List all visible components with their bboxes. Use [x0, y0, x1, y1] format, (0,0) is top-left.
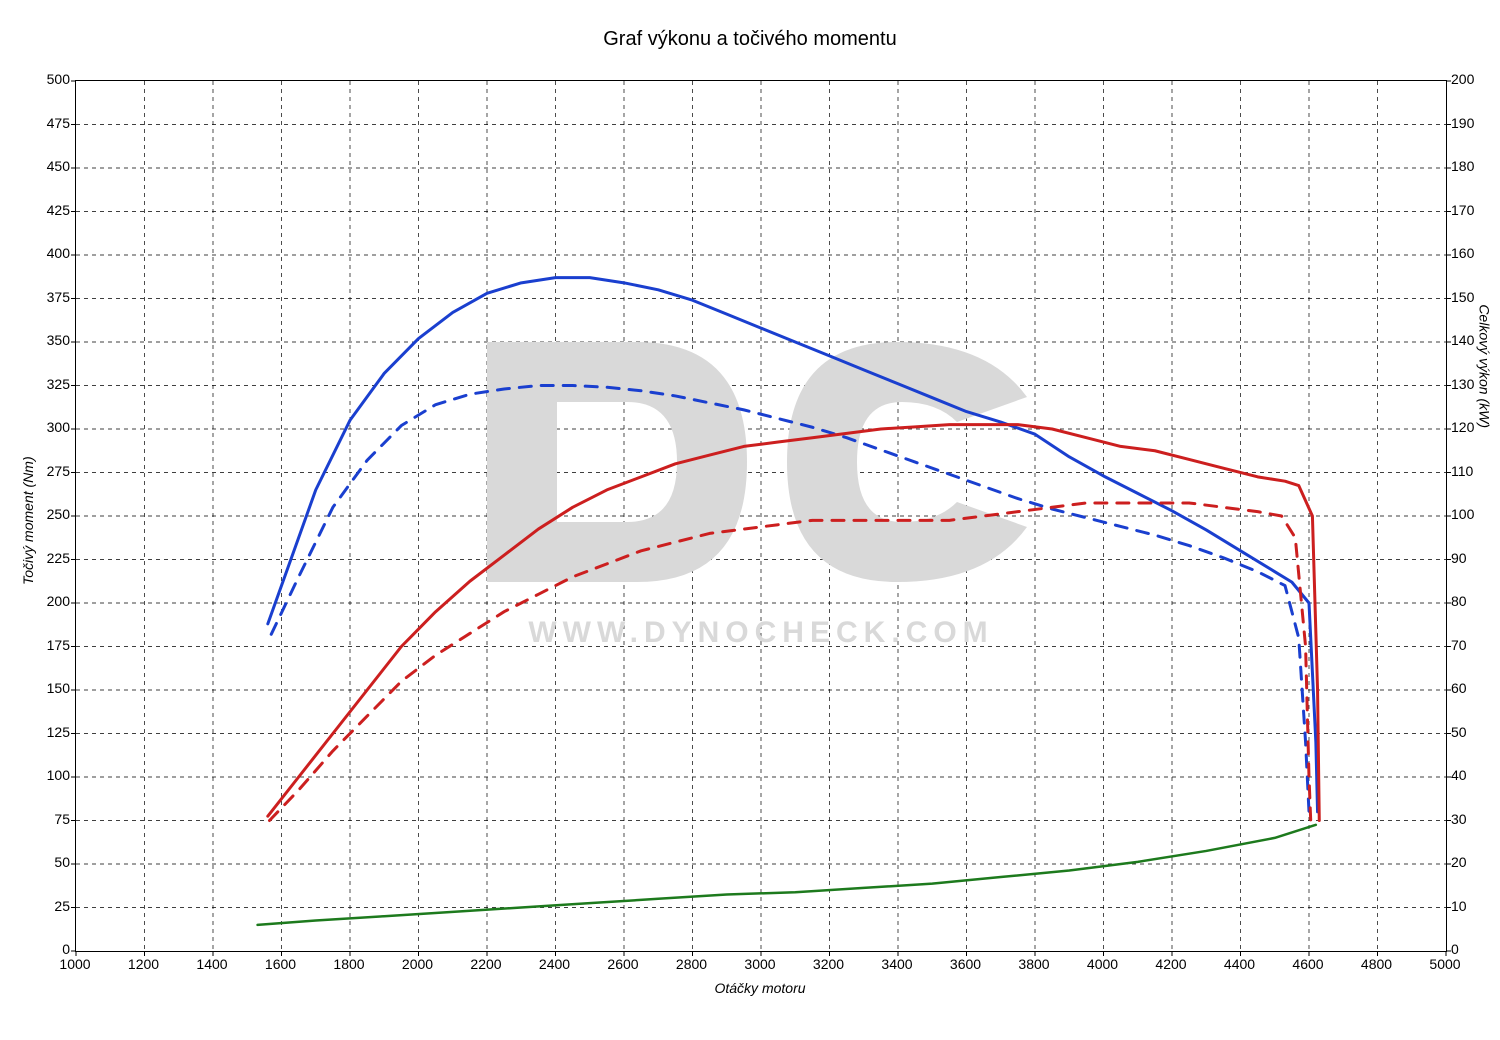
x-tick-label: 1000	[50, 956, 100, 972]
y-left-tick-label: 175	[30, 637, 70, 653]
watermark-dc	[487, 342, 1027, 582]
y-right-tick-label: 160	[1451, 245, 1491, 261]
y-right-tick-label: 50	[1451, 724, 1491, 740]
y-right-tick-label: 130	[1451, 376, 1491, 392]
y-right-tick-label: 150	[1451, 289, 1491, 305]
x-tick-label: 3400	[872, 956, 922, 972]
series-torque_tuned	[268, 278, 1318, 812]
y-right-tick-label: 10	[1451, 898, 1491, 914]
y-right-tick-label: 60	[1451, 680, 1491, 696]
y-right-tick-label: 200	[1451, 71, 1491, 87]
y-left-tick-label: 400	[30, 245, 70, 261]
y-left-tick-label: 75	[30, 811, 70, 827]
y-right-tick-label: 90	[1451, 550, 1491, 566]
y-right-tick-label: 120	[1451, 419, 1491, 435]
y-right-tick-label: 70	[1451, 637, 1491, 653]
plot-area: WWW.DYNOCHECK.COM	[75, 80, 1447, 952]
x-tick-label: 2200	[461, 956, 511, 972]
y-left-tick-label: 275	[30, 463, 70, 479]
y-right-tick-label: 80	[1451, 593, 1491, 609]
y-left-tick-label: 350	[30, 332, 70, 348]
y-left-tick-label: 450	[30, 158, 70, 174]
x-tick-label: 5000	[1420, 956, 1470, 972]
y-left-tick-label: 225	[30, 550, 70, 566]
y-right-tick-label: 100	[1451, 506, 1491, 522]
y-left-tick-label: 250	[30, 506, 70, 522]
y-left-tick-label: 50	[30, 854, 70, 870]
x-tick-label: 4200	[1146, 956, 1196, 972]
plot-svg: WWW.DYNOCHECK.COM	[76, 81, 1446, 951]
y-left-tick-label: 25	[30, 898, 70, 914]
y-axis-right-label: Celkový výkon (kW)	[1477, 304, 1493, 428]
y-right-tick-label: 20	[1451, 854, 1491, 870]
x-axis-label: Otáčky motoru	[75, 980, 1445, 996]
y-right-tick-label: 110	[1451, 463, 1491, 479]
x-tick-label: 2800	[667, 956, 717, 972]
y-right-tick-label: 170	[1451, 202, 1491, 218]
x-tick-label: 1800	[324, 956, 374, 972]
x-tick-label: 3200	[804, 956, 854, 972]
series-power_stock	[270, 503, 1311, 821]
x-tick-label: 2400	[530, 956, 580, 972]
grid	[76, 81, 1446, 951]
x-tick-label: 4800	[1352, 956, 1402, 972]
x-tick-label: 1600	[256, 956, 306, 972]
x-tick-label: 3600	[941, 956, 991, 972]
y-left-tick-label: 300	[30, 419, 70, 435]
x-tick-label: 4000	[1078, 956, 1128, 972]
chart-container: Graf výkonu a točivého momentu WWW.DYNOC…	[0, 0, 1500, 1040]
y-left-tick-label: 500	[30, 71, 70, 87]
y-left-tick-label: 475	[30, 115, 70, 131]
x-tick-label: 3800	[1009, 956, 1059, 972]
x-tick-label: 1200	[119, 956, 169, 972]
y-left-tick-label: 150	[30, 680, 70, 696]
y-left-tick-label: 125	[30, 724, 70, 740]
y-right-tick-label: 0	[1451, 941, 1491, 957]
chart-title: Graf výkonu a točivého momentu	[0, 28, 1500, 51]
y-right-tick-label: 40	[1451, 767, 1491, 783]
x-tick-label: 2600	[598, 956, 648, 972]
x-tick-label: 4600	[1283, 956, 1333, 972]
y-left-tick-label: 425	[30, 202, 70, 218]
y-right-tick-label: 180	[1451, 158, 1491, 174]
y-left-tick-label: 200	[30, 593, 70, 609]
y-left-tick-label: 100	[30, 767, 70, 783]
x-tick-label: 2000	[393, 956, 443, 972]
watermark-url: WWW.DYNOCHECK.COM	[528, 616, 993, 649]
y-left-tick-label: 375	[30, 289, 70, 305]
y-right-tick-label: 140	[1451, 332, 1491, 348]
x-tick-label: 3000	[735, 956, 785, 972]
x-tick-label: 1400	[187, 956, 237, 972]
y-right-tick-label: 30	[1451, 811, 1491, 827]
series-loss_power	[258, 825, 1316, 925]
y-left-tick-label: 0	[30, 941, 70, 957]
x-tick-label: 4400	[1215, 956, 1265, 972]
y-left-tick-label: 325	[30, 376, 70, 392]
y-right-tick-label: 190	[1451, 115, 1491, 131]
